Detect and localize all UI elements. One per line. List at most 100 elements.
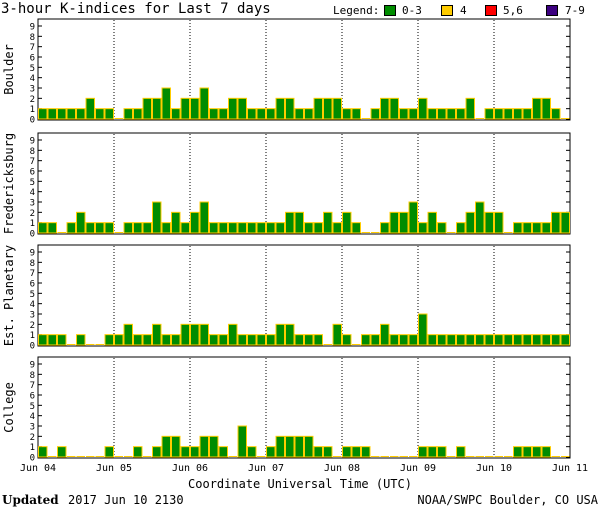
k-bar-fredericksburg: [266, 222, 276, 234]
k-bar-est-planetary: [522, 334, 532, 346]
k-bar-college: [418, 446, 428, 458]
y-tick-label-fredericksburg: 4: [30, 188, 35, 198]
k-bar-college: [361, 446, 371, 458]
k-bar-boulder: [465, 97, 475, 120]
updated-value: 2017 Jun 10 2130: [68, 493, 184, 507]
k-bar-boulder: [456, 108, 466, 120]
k-bar-college: [541, 446, 551, 458]
k-bar-college: [104, 446, 114, 458]
k-bar-boulder: [161, 87, 171, 120]
y-tick-label-college: 3: [30, 423, 35, 433]
k-bar-boulder: [494, 108, 504, 120]
y-tick-label-est-planetary: 8: [30, 259, 35, 269]
x-tick-label: Jun 04: [20, 463, 56, 474]
k-bar-fredericksburg: [484, 211, 494, 234]
k-bar-boulder: [285, 97, 295, 120]
y-tick-label-college: 2: [30, 433, 35, 443]
k-bar-fredericksburg: [256, 222, 266, 234]
y-tick-label-college: 7: [30, 381, 35, 391]
y-tick-label-boulder: 6: [30, 54, 35, 64]
k-bar-boulder: [427, 108, 437, 120]
k-bar-fredericksburg: [475, 201, 485, 234]
k-bar-est-planetary: [551, 334, 561, 346]
y-tick-label-fredericksburg: 2: [30, 209, 35, 219]
k-bar-fredericksburg: [123, 222, 133, 234]
y-tick-label-boulder: 4: [30, 74, 35, 84]
k-bar-est-planetary: [142, 334, 152, 346]
y-tick-label-boulder: 8: [30, 33, 35, 43]
k-bar-boulder: [370, 108, 380, 120]
k-bar-college: [209, 435, 219, 458]
k-bar-college: [304, 435, 314, 458]
x-tick-label: Jun 09: [400, 463, 436, 474]
k-bar-boulder: [76, 108, 86, 120]
k-bar-est-planetary: [104, 334, 114, 346]
x-tick-label: Jun 11: [552, 463, 588, 474]
y-tick-label-boulder: 1: [30, 105, 35, 115]
k-bar-est-planetary: [152, 323, 162, 346]
k-bar-boulder: [228, 97, 238, 120]
k-bar-fredericksburg: [142, 222, 152, 234]
k-bar-boulder: [275, 97, 285, 120]
k-bar-college: [522, 446, 532, 458]
y-tick-label-est-planetary: 6: [30, 280, 35, 290]
k-bar-college: [38, 446, 48, 458]
k-bar-est-planetary: [313, 334, 323, 346]
k-bar-est-planetary: [465, 334, 475, 346]
k-bar-college: [513, 446, 523, 458]
y-tick-label-boulder: 2: [30, 95, 35, 105]
k-bar-boulder: [294, 108, 304, 120]
k-bar-boulder: [380, 97, 390, 120]
k-bar-est-planetary: [361, 334, 371, 346]
k-bar-boulder: [247, 108, 257, 120]
k-bar-fredericksburg: [380, 222, 390, 234]
k-bar-est-planetary: [446, 334, 456, 346]
k-bar-college: [275, 435, 285, 458]
y-tick-label-college: 9: [30, 361, 35, 371]
k-bar-est-planetary: [285, 323, 295, 346]
k-bar-boulder: [446, 108, 456, 120]
k-bar-fredericksburg: [190, 211, 200, 234]
k-bar-est-planetary: [484, 334, 494, 346]
k-bar-fredericksburg: [351, 222, 361, 234]
k-bar-college: [266, 446, 276, 458]
k-bar-est-planetary: [266, 334, 276, 346]
k-bar-fredericksburg: [171, 211, 181, 234]
k-bar-boulder: [522, 108, 532, 120]
k-bar-college: [456, 446, 466, 458]
k-bar-college: [171, 435, 181, 458]
station-label-fredericksburg: Fredericksburg: [2, 133, 16, 234]
k-bar-fredericksburg: [427, 211, 437, 234]
k-bar-est-planetary: [494, 334, 504, 346]
k-bar-est-planetary: [370, 334, 380, 346]
k-bar-fredericksburg: [313, 222, 323, 234]
k-bar-college: [237, 425, 247, 458]
panel-frame-est-planetary: [37, 244, 571, 347]
k-bar-boulder: [541, 97, 551, 120]
k-bar-est-planetary: [503, 334, 513, 346]
y-tick-label-est-planetary: 5: [30, 290, 35, 300]
k-bar-fredericksburg: [408, 201, 418, 234]
y-tick-label-est-planetary: 7: [30, 269, 35, 279]
k-bar-est-planetary: [38, 334, 48, 346]
k-bar-est-planetary: [237, 334, 247, 346]
y-tick-label-college: 0: [30, 454, 35, 464]
k-bar-fredericksburg: [541, 222, 551, 234]
y-tick-label-fredericksburg: 7: [30, 157, 35, 167]
k-bar-est-planetary: [304, 334, 314, 346]
k-bar-fredericksburg: [133, 222, 143, 234]
k-bar-boulder: [503, 108, 513, 120]
y-tick-label-boulder: 5: [30, 64, 35, 74]
legend-label: Legend:: [333, 4, 380, 17]
y-tick-label-est-planetary: 3: [30, 311, 35, 321]
k-bar-boulder: [171, 108, 181, 120]
k-bar-boulder: [484, 108, 494, 120]
k-bar-fredericksburg: [237, 222, 247, 234]
k-bar-fredericksburg: [218, 222, 228, 234]
k-bar-fredericksburg: [437, 222, 447, 234]
k-bar-boulder: [104, 108, 114, 120]
legend-entry-4: 4: [460, 4, 467, 17]
footer-bar: Updated 2017 Jun 10 2130 NOAA/SWPC Bould…: [0, 492, 600, 510]
k-bar-fredericksburg: [285, 211, 295, 234]
k-bar-boulder: [237, 97, 247, 120]
